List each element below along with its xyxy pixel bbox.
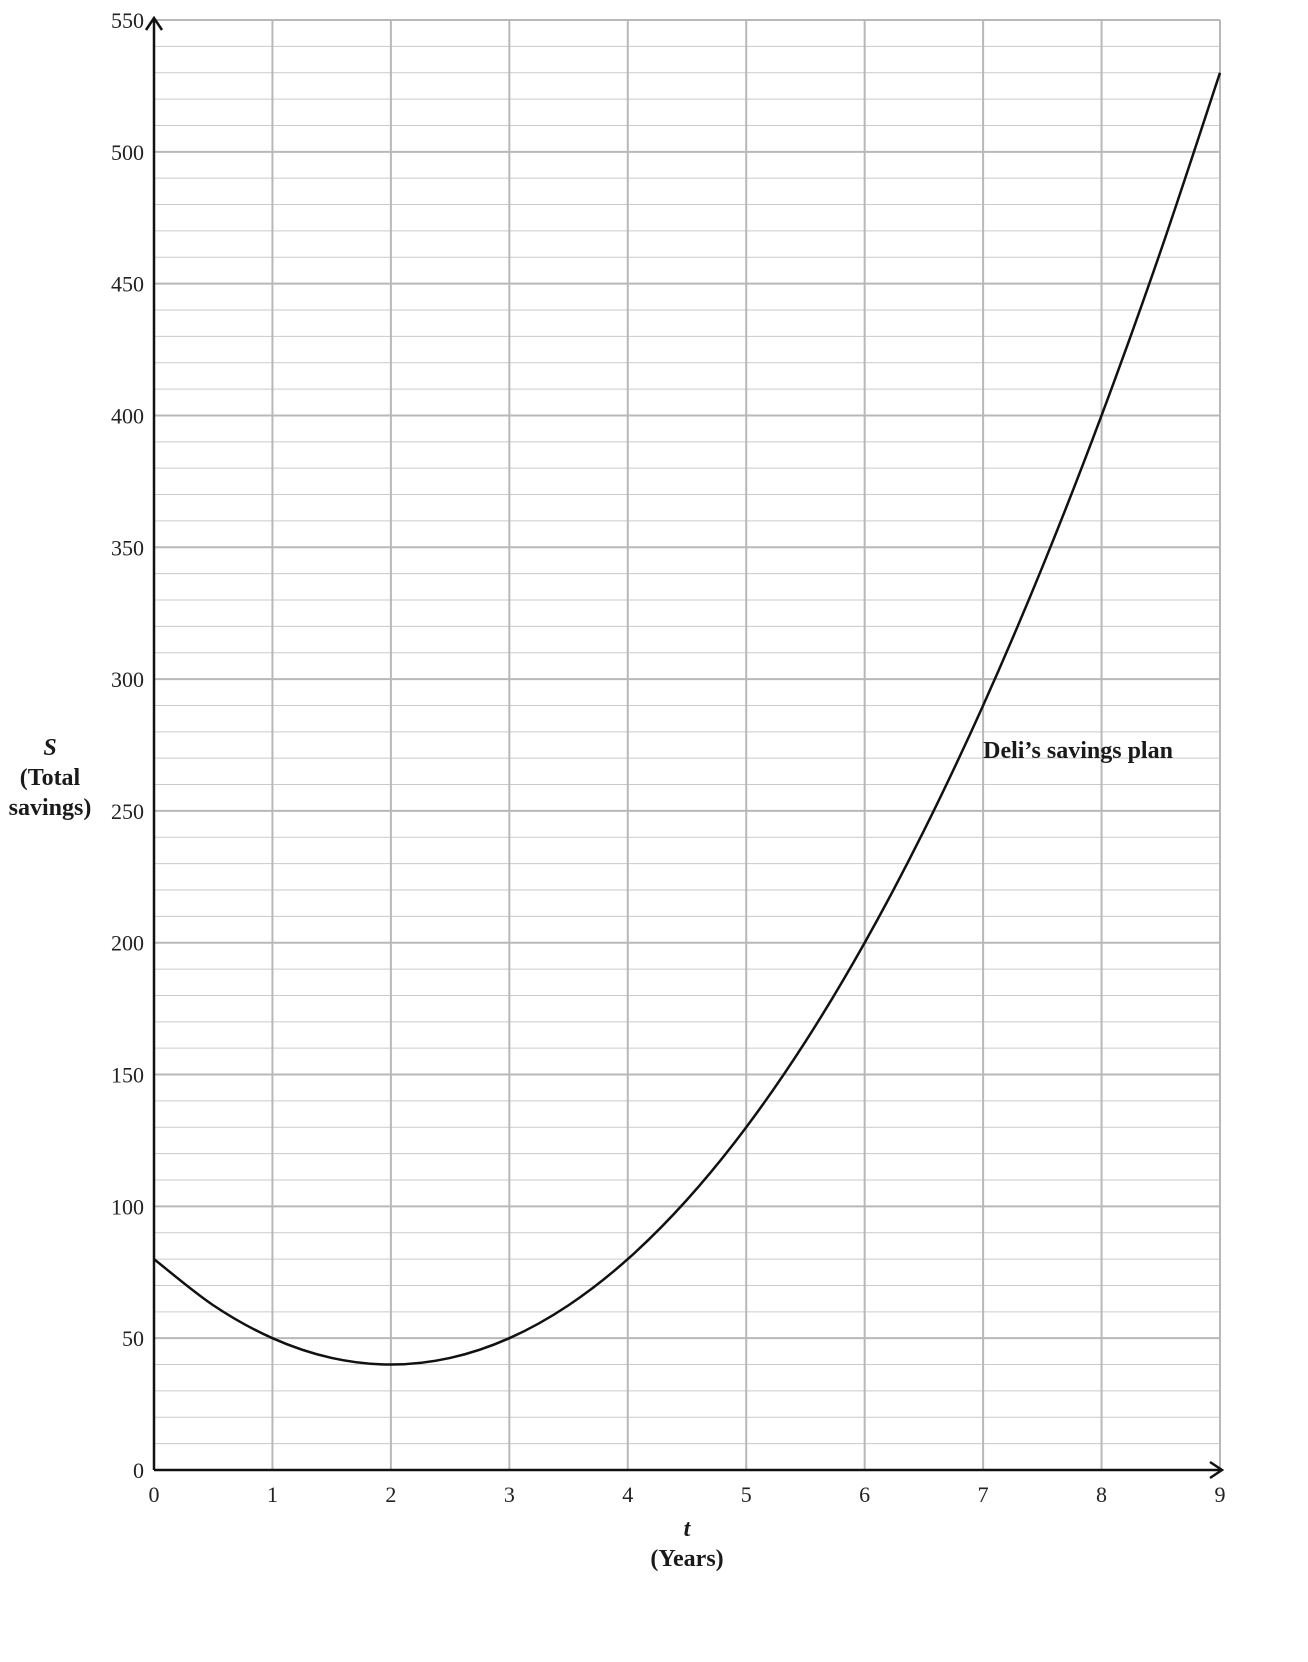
y-axis-label-line-1: (Total — [20, 765, 81, 791]
y-tick-label: 0 — [133, 1458, 144, 1483]
y-axis-label-line-2: savings) — [9, 795, 92, 821]
y-tick-label: 150 — [111, 1063, 144, 1088]
y-tick-label: 450 — [111, 272, 144, 297]
axes — [144, 15, 1225, 1480]
y-axis-variable: S — [43, 735, 56, 761]
x-axis-arrow-icon — [1209, 1460, 1225, 1480]
y-tick-label: 400 — [111, 403, 144, 428]
series-group — [153, 72, 1222, 1366]
x-tick-label: 0 — [149, 1482, 160, 1507]
y-tick-label: 350 — [111, 535, 144, 560]
minor-gridlines — [154, 45, 1220, 1445]
y-tick-label: 50 — [122, 1326, 144, 1351]
x-tick-label: 5 — [741, 1482, 752, 1507]
y-tick-label: 300 — [111, 667, 144, 692]
x-tick-label: 9 — [1215, 1482, 1226, 1507]
curve-annotation: Deli’s savings plan — [983, 738, 1173, 764]
x-tick-label: 2 — [385, 1482, 396, 1507]
y-tick-label: 100 — [111, 1194, 144, 1219]
x-tick-label: 7 — [978, 1482, 989, 1507]
y-tick-label: 250 — [111, 799, 144, 824]
annotations: Deli’s savings plan — [983, 738, 1173, 764]
y-axis-arrow-icon — [144, 15, 164, 31]
x-tick-labels: 0 1 2 3 4 5 6 7 8 9 — [149, 1482, 1226, 1507]
y-tick-label: 550 — [111, 8, 144, 33]
x-axis-variable: t — [684, 1516, 692, 1542]
x-tick-label: 3 — [504, 1482, 515, 1507]
y-tick-label: 200 — [111, 931, 144, 956]
major-gridlines — [154, 19, 1221, 1470]
series-line — [153, 72, 1222, 1366]
x-axis-label: (Years) — [650, 1546, 723, 1572]
x-tick-label: 8 — [1096, 1482, 1107, 1507]
y-tick-labels: 0 50 100 150 200 250 300 350 400 450 500 550 — [111, 8, 144, 1483]
x-tick-label: 6 — [859, 1482, 870, 1507]
x-tick-label: 4 — [622, 1482, 633, 1507]
x-tick-label: 1 — [267, 1482, 278, 1507]
y-tick-label: 500 — [111, 140, 144, 165]
